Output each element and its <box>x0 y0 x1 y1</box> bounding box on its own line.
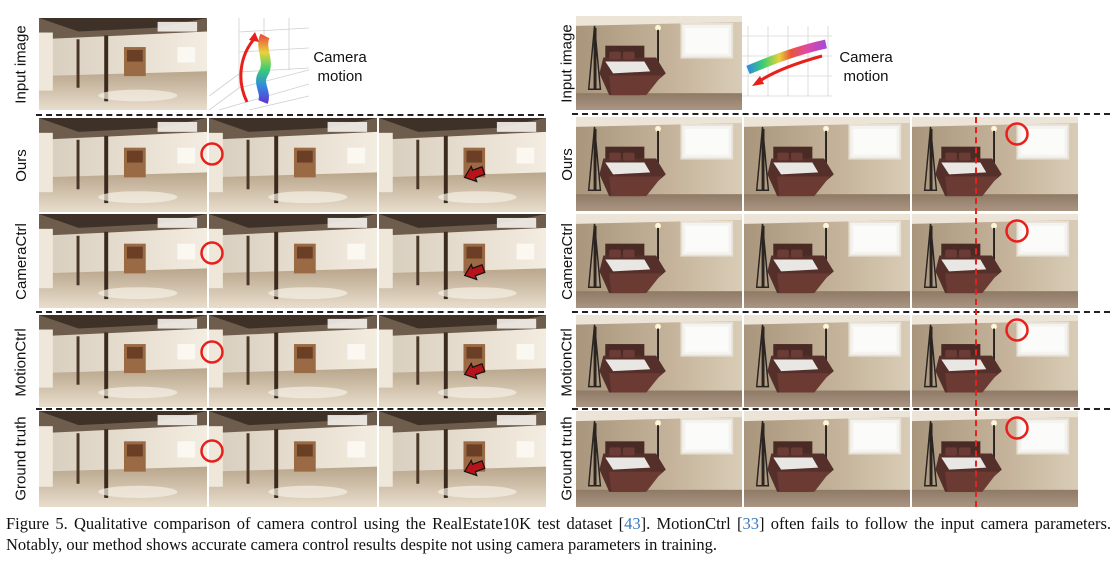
frame <box>39 214 207 308</box>
camera-text: Camera <box>839 49 893 66</box>
divider <box>572 113 1110 115</box>
reference-link[interactable]: 33 <box>742 514 760 533</box>
frame <box>744 315 910 407</box>
camera-text: Camera <box>313 49 367 66</box>
frame <box>39 315 207 407</box>
frame <box>379 214 546 308</box>
camera-motion-plot <box>209 18 309 110</box>
caption-mid: ]. MotionCtrl [ <box>640 514 743 533</box>
camera-motion-label: Camera motion <box>310 48 370 86</box>
row-label-ours: Ours <box>12 148 30 182</box>
red-circle-marker <box>1005 219 1029 243</box>
frame <box>209 118 377 212</box>
frame <box>209 214 377 308</box>
input-image-label: Input image <box>12 24 30 104</box>
red-dashed-vertical-line <box>975 117 977 507</box>
left-panel: Input image Camera motion Ours CameraCtr… <box>0 0 548 510</box>
row-label-ground-truth: Ground truth <box>12 415 30 501</box>
divider <box>572 311 1110 313</box>
frame <box>39 118 207 212</box>
row-label-input: Input image <box>6 18 36 110</box>
red-circle-marker <box>1005 122 1029 146</box>
row-label-motionctrl: MotionCtrl <box>12 327 30 397</box>
trajectory-arrow <box>757 54 823 84</box>
camera-motion-label: Camera motion <box>836 48 896 86</box>
red-circle-marker <box>200 439 224 463</box>
frame <box>744 117 910 211</box>
red-arrow-marker <box>463 165 486 183</box>
frame <box>576 411 742 507</box>
frame <box>912 214 1078 308</box>
frame <box>912 315 1078 407</box>
frame <box>912 411 1078 507</box>
frame <box>744 411 910 507</box>
input-image <box>39 18 207 110</box>
frame <box>576 315 742 407</box>
reference-link[interactable]: 43 <box>624 514 641 533</box>
row-label-cameractrl: CameraCtrl <box>12 222 30 300</box>
red-circle-marker <box>200 241 224 265</box>
frame <box>39 411 207 507</box>
motion-text: motion <box>843 68 889 85</box>
caption-prefix: Figure 5. Qualitative comparison of came… <box>6 514 625 533</box>
red-circle-marker <box>200 142 224 166</box>
frame <box>209 315 377 407</box>
divider <box>36 114 544 116</box>
frame <box>744 214 910 308</box>
frame <box>912 117 1078 211</box>
frame <box>576 214 742 308</box>
camera-motion-plot <box>742 16 832 110</box>
divider <box>572 408 1110 410</box>
frame <box>209 411 377 507</box>
right-panel: Input image Camera motion Ours CameraCtr… <box>548 0 1115 510</box>
red-arrow-marker <box>463 362 486 380</box>
input-image <box>576 16 742 110</box>
red-circle-marker <box>1005 416 1029 440</box>
motion-text: motion <box>317 68 363 85</box>
caption-suffix: ] often fails to follow the input camera… <box>6 514 1112 554</box>
red-arrow-marker <box>463 263 486 281</box>
divider <box>36 311 544 313</box>
frame <box>576 117 742 211</box>
red-arrow-marker <box>463 459 486 477</box>
red-circle-marker <box>1005 318 1029 342</box>
input-image-label: Input image <box>558 23 576 103</box>
trajectory-arrow <box>239 37 257 103</box>
figure-caption: Figure 5. Qualitative comparison of came… <box>6 513 1111 555</box>
red-circle-marker <box>200 340 224 364</box>
divider <box>36 408 544 410</box>
